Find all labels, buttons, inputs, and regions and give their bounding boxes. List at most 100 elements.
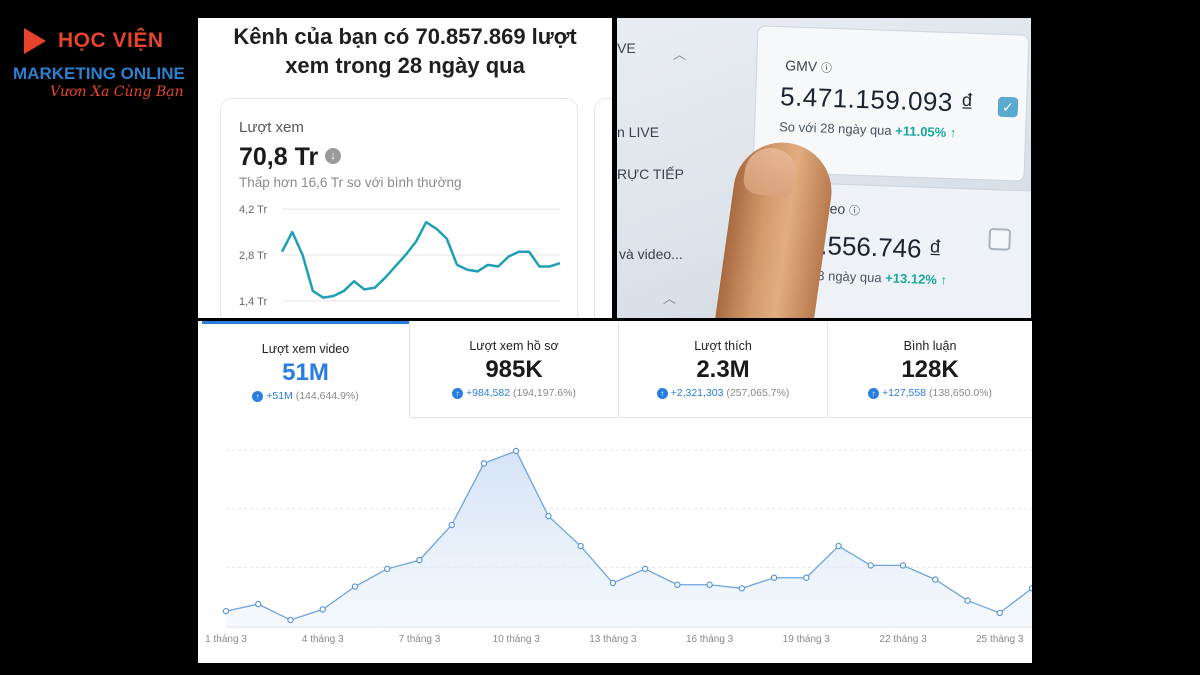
data-point: [287, 616, 294, 624]
info-icon: ⓘ: [848, 205, 861, 218]
data-point: [964, 597, 971, 604]
tab-value: 128K: [901, 356, 959, 383]
headline-line-1: Kênh của bạn có 70.857.869 lượt: [233, 24, 577, 49]
tab-label: Bình luận: [903, 339, 957, 353]
logo-tagline: Vươn Xa Cùng Bạn: [50, 84, 184, 100]
tab-delta: ↑ +984,582 (194,197.6%): [410, 387, 618, 399]
x-tick-label: 13 tháng 3: [589, 634, 637, 645]
x-tick-label: 4 tháng 3: [302, 634, 344, 645]
tab-value: 51M: [282, 359, 329, 386]
data-point: [770, 574, 778, 581]
views-card-value: 70,8 Tr: [239, 143, 319, 171]
gmv-label: GMV ⓘ: [784, 57, 833, 75]
checkbox-checked[interactable]: ✓: [997, 96, 1019, 118]
gmv-value: 5.471.159.093 ₫: [779, 81, 975, 118]
data-point: [577, 542, 584, 550]
data-point: [512, 447, 520, 455]
chevron-up-icon[interactable]: ︿: [663, 291, 677, 306]
tab-delta: ↑ +51M (144,644.9%): [202, 390, 409, 402]
side-item-4[interactable]: và video...: [619, 246, 683, 262]
views-screenshot: Kênh của bạn có 70.857.869 lượt xem tron…: [198, 18, 612, 318]
data-point: [867, 562, 875, 569]
data-point: [545, 512, 552, 520]
data-point: [835, 542, 842, 550]
x-tick-label: 1 tháng 3: [205, 634, 247, 645]
data-point: [674, 581, 681, 588]
gmv-compare: So với 28 ngày qua +11.05% ↑: [778, 119, 957, 141]
x-tick-label: 19 tháng 3: [783, 634, 831, 645]
data-point: [383, 565, 391, 573]
arrow-up-icon: ↑: [451, 387, 463, 399]
metrics-screenshot: Lượt xem video 51M ↑ +51M (144,644.9%) Lư…: [198, 321, 1032, 663]
second-metric-value: .556.746 ₫: [819, 230, 943, 265]
data-point: [416, 556, 423, 564]
data-point: [609, 579, 617, 587]
x-tick-label: 7 tháng 3: [399, 634, 441, 645]
x-tick-label: 10 tháng 3: [493, 634, 541, 645]
arrow-up-icon: ↑: [940, 272, 948, 288]
info-icon: ⓘ: [820, 62, 833, 75]
arrow-down-icon: ↓: [325, 148, 341, 164]
side-item-1[interactable]: VE: [617, 40, 636, 56]
data-point: [932, 576, 939, 583]
data-point: [803, 574, 810, 581]
data-point: [706, 581, 713, 588]
views-series-line: [280, 220, 561, 299]
area-fill: [226, 451, 1032, 627]
tab-likes[interactable]: Lượt thích 2.3M ↑ +2,321,303 (257,065.7%): [619, 321, 827, 418]
tab-divider: [618, 321, 619, 417]
chevron-up-icon[interactable]: ︿: [673, 47, 687, 62]
x-tick-label: 25 tháng 3: [976, 634, 1024, 645]
x-tick-label: 22 tháng 3: [879, 634, 927, 645]
logo-line1: HỌC VIỆN: [58, 29, 164, 52]
tab-profile-views[interactable]: Lượt xem hồ sơ 985K ↑ +984,582 (194,197.6…: [410, 321, 618, 418]
tab-delta: ↑ +127,558 (138,650.0%): [828, 387, 1032, 399]
data-point: [222, 607, 230, 615]
data-point: [480, 460, 488, 467]
arrow-up-icon: ↑: [656, 387, 668, 399]
arrow-up-icon: ↑: [949, 125, 957, 141]
data-point: [448, 521, 455, 529]
tab-value: 985K: [485, 356, 543, 383]
logo-arrow-icon: [24, 28, 46, 54]
data-point: [899, 562, 907, 569]
views-card-compare: Thấp hơn 16,6 Tr so với bình thường: [239, 175, 462, 190]
tab-divider: [409, 321, 410, 417]
headline-line-2: xem trong 28 ngày qua: [285, 53, 525, 78]
data-point: [996, 609, 1003, 617]
data-point: [738, 585, 746, 592]
tab-label: Lượt thích: [694, 339, 752, 353]
views-card[interactable]: Lượt xem 70,8 Tr ↓ Thấp hơn 16,6 Tr so v…: [220, 98, 578, 318]
arrow-up-icon: ↑: [867, 387, 879, 399]
tab-comments[interactable]: Bình luận 128K ↑ +127,558 (138,650.0%): [828, 321, 1032, 418]
second-metric-compare: 8 ngày qua +13.12% ↑: [817, 268, 948, 288]
data-point: [351, 583, 359, 590]
side-item-3[interactable]: RỰC TIẾP: [617, 166, 684, 182]
tab-video-views[interactable]: Lượt xem video 51M ↑ +51M (144,644.9%): [202, 321, 409, 417]
video-views-area-chart: 1 tháng 3 4 tháng 3 7 tháng 3 10 tháng 3 13 …: [205, 447, 1032, 645]
views-line-chart: 4,2 Tr 2,8 Tr 1,4 Tr: [239, 204, 561, 308]
tab-divider: [827, 321, 828, 417]
views-card-label: Lượt xem: [239, 119, 304, 136]
brand-logo: HỌC VIỆN MARKETING ONLINE Vươn Xa Cùng B…: [10, 28, 190, 108]
views-headline: Kênh của bạn có 70.857.869 lượt xem tron…: [198, 22, 612, 80]
gmv-photo: VE ︿ n LIVE RỰC TIẾP và video... ︿ GMV ⓘ…: [617, 18, 1031, 318]
arrow-up-icon: ↑: [252, 390, 264, 402]
x-tick-label: 16 tháng 3: [686, 634, 734, 645]
tab-label: Lượt xem video: [261, 342, 350, 356]
logo-line2: MARKETING ONLINE: [13, 64, 185, 83]
y-tick-label: 4,2 Tr: [239, 204, 267, 216]
tab-label: Lượt xem hồ sơ: [469, 339, 559, 353]
tab-value: 2.3M: [696, 356, 750, 383]
data-point: [255, 600, 262, 608]
data-point: [319, 606, 326, 613]
data-point: [1028, 585, 1032, 592]
y-tick-label: 1,4 Tr: [239, 296, 267, 308]
next-card-edge[interactable]: [594, 98, 612, 318]
data-point: [641, 565, 649, 573]
side-item-2[interactable]: n LIVE: [617, 124, 660, 140]
tab-delta: ↑ +2,321,303 (257,065.7%): [619, 387, 827, 399]
checkbox-unchecked[interactable]: [988, 227, 1012, 251]
video-views-series-line: [225, 450, 1032, 621]
y-tick-label: 2,8 Tr: [239, 250, 267, 262]
